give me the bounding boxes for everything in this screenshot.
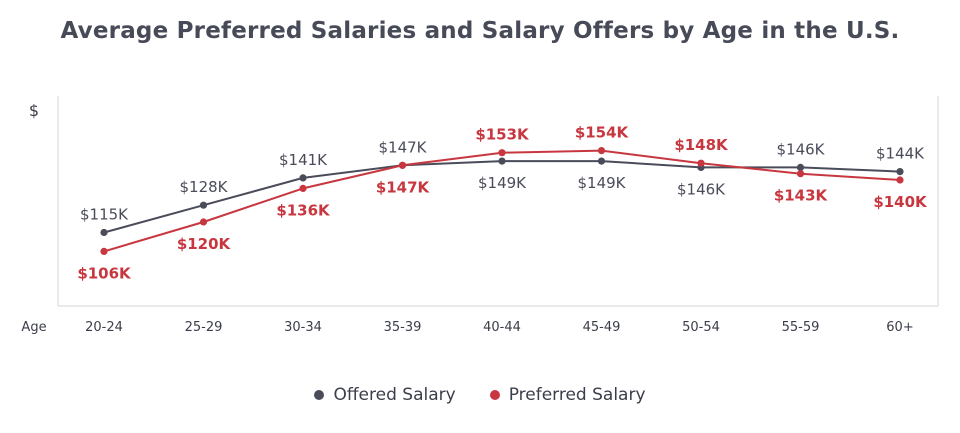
data-point-preferred: [199, 218, 208, 226]
data-label-offered: $149K: [577, 174, 626, 192]
x-tick-label: 45-49: [583, 320, 621, 335]
data-point-offered: [896, 168, 904, 176]
data-label-preferred: $147K: [376, 178, 431, 196]
legend-dot-offered: [314, 390, 325, 400]
data-point-preferred: [398, 161, 407, 169]
legend-dot-preferred: [489, 390, 500, 400]
data-label-offered: $146K: [776, 140, 825, 158]
data-label-offered: $144K: [876, 145, 925, 163]
legend-item-preferred: Preferred Salary: [489, 385, 646, 405]
data-label-preferred: $106K: [77, 264, 132, 282]
data-point-preferred: [498, 149, 506, 157]
x-tick-label: 35-39: [384, 320, 422, 335]
data-label-offered: $115K: [80, 206, 129, 224]
data-point-preferred: [100, 247, 108, 255]
data-point-offered: [597, 157, 606, 165]
data-label-preferred: $136K: [276, 201, 331, 219]
legend-label-offered: Offered Salary: [333, 385, 456, 405]
data-label-preferred: $154K: [575, 124, 630, 142]
data-point-offered: [299, 174, 307, 182]
x-tick-label: 55-59: [782, 320, 820, 335]
data-label-preferred: $143K: [774, 187, 829, 205]
legend-item-offered: Offered Salary: [314, 385, 456, 405]
data-label-offered: $128K: [179, 178, 228, 196]
x-tick-label: 20-24: [85, 320, 123, 335]
data-point-preferred: [796, 170, 805, 178]
data-point-offered: [199, 201, 208, 209]
data-label-offered: $147K: [378, 138, 427, 156]
data-point-offered: [100, 228, 108, 237]
data-point-preferred: [597, 147, 606, 155]
data-label-offered: $141K: [279, 151, 328, 169]
data-label-preferred: $120K: [177, 235, 232, 253]
data-label-offered: $146K: [677, 180, 726, 198]
legend-label-preferred: Preferred Salary: [508, 385, 646, 405]
data-label-offered: $149K: [478, 174, 527, 192]
y-axis-label: $: [29, 101, 39, 120]
data-label-preferred: $148K: [674, 136, 729, 154]
x-axis-label: Age: [21, 320, 46, 335]
data-point-offered: [796, 163, 805, 171]
x-tick-label: 25-29: [185, 320, 223, 335]
data-label-preferred: $153K: [475, 126, 530, 144]
chart-title: Average Preferred Salaries and Salary Of…: [60, 18, 900, 44]
data-point-preferred: [697, 159, 705, 167]
data-point-preferred: [299, 184, 307, 192]
legend: Offered Salary Preferred Salary: [0, 385, 960, 405]
data-point-offered: [498, 157, 506, 165]
x-tick-label: 30-34: [284, 320, 322, 335]
data-point-preferred: [896, 176, 904, 184]
x-tick-label: 60+: [886, 320, 913, 335]
data-label-preferred: $140K: [873, 193, 928, 211]
x-tick-label: 50-54: [682, 320, 720, 335]
x-tick-label: 40-44: [483, 320, 521, 335]
